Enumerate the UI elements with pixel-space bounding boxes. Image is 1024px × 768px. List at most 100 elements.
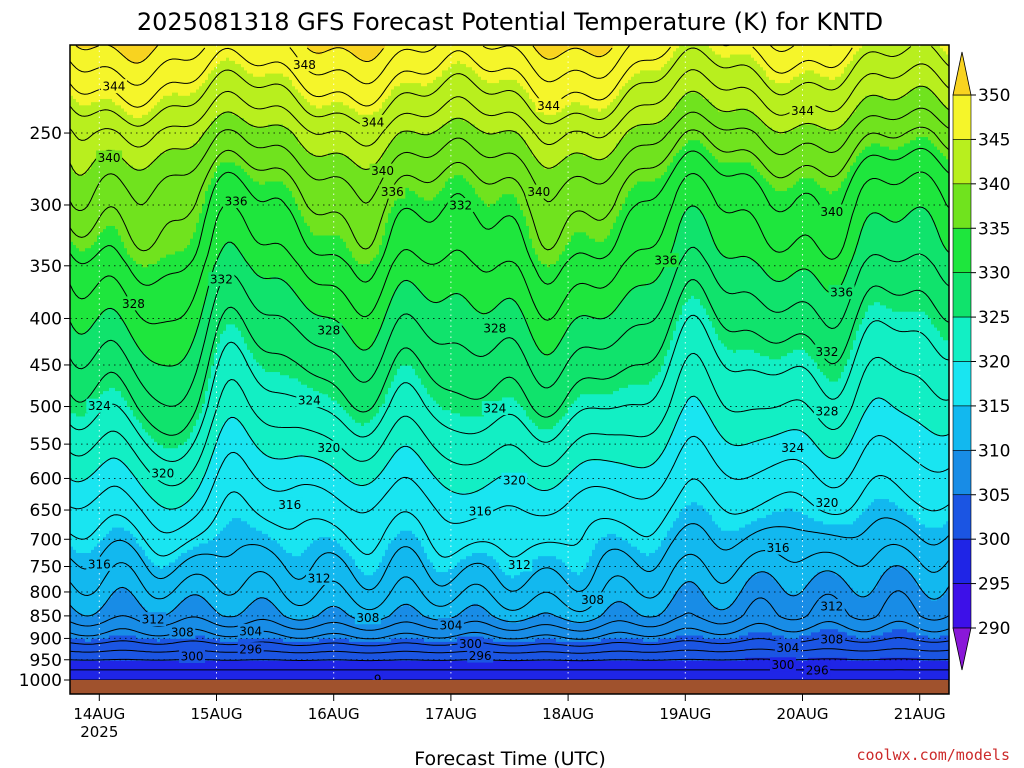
- contour-label-text: 340: [371, 164, 394, 178]
- isentrope-304: [69, 636, 950, 647]
- colorbar-swatch: [952, 94, 972, 140]
- isentrope-340: [69, 85, 950, 176]
- contour-label-text: 324: [88, 399, 111, 413]
- contour-label-text: 336: [225, 195, 248, 209]
- contour-label-bg: [818, 204, 845, 219]
- isentrope-332: [69, 171, 950, 325]
- contour-label-bg: [769, 657, 796, 672]
- contour-label-bg: [525, 184, 552, 199]
- contour-label-bg: [457, 636, 484, 651]
- y-tick-label: 650: [30, 501, 62, 521]
- contour-label-bg: [579, 592, 606, 607]
- contour-label-text: 348: [293, 58, 316, 72]
- contour-label-text: 316: [278, 498, 301, 512]
- y-tick-label: 950: [30, 651, 62, 671]
- contour-label-328: 328: [315, 323, 342, 338]
- contour-label-316: 316: [467, 504, 494, 519]
- colorbar-swatch: [952, 139, 972, 185]
- x-axis-label: Forecast Time (UTC): [414, 748, 605, 768]
- contour-label-340: 340: [369, 163, 396, 178]
- x-tick-label: 17AUG: [425, 705, 477, 723]
- contour-label-text: 324: [483, 402, 506, 416]
- contour-label-316: 316: [86, 556, 113, 571]
- x-tick-label: 14AUG: [73, 705, 125, 723]
- colorbar-label: 320: [978, 353, 1010, 373]
- x-tick-label: 18AUG: [542, 705, 594, 723]
- contour-label-text: 316: [767, 541, 790, 555]
- contour-label-9: 9: [372, 671, 383, 686]
- chart-title: 2025081318 GFS Forecast Potential Temper…: [137, 8, 883, 36]
- contour-label-bg: [354, 610, 381, 625]
- contour-label-bg: [652, 253, 679, 268]
- contour-label-text: 344: [361, 115, 384, 129]
- contour-label-bg: [120, 296, 147, 311]
- colorbar-swatch: [952, 361, 972, 407]
- contour-label-bg: [369, 163, 396, 178]
- contour-label-text: 316: [469, 505, 492, 519]
- colorbar-swatch: [952, 316, 972, 362]
- contour-label-bg: [208, 272, 235, 287]
- contour-label-336: 336: [828, 284, 855, 299]
- contour-label-340: 340: [818, 204, 845, 219]
- contour-label-bg: [481, 401, 508, 416]
- contour-label-text: 324: [298, 394, 321, 408]
- contour-label-text: 340: [527, 185, 550, 199]
- x-tick-label: 21AUG: [894, 705, 946, 723]
- contour-label-bg: [813, 404, 840, 419]
- contour-label-text: 320: [815, 496, 838, 510]
- plot-area: [70, 45, 950, 681]
- contour-label-bg: [506, 557, 533, 572]
- contour-label-bg: [306, 570, 333, 585]
- contour-label-bg: [467, 648, 494, 663]
- colorbar-label: 315: [978, 397, 1010, 417]
- contour-label-308: 308: [169, 624, 196, 639]
- contour-label-296: 296: [467, 648, 494, 663]
- contour-label-text: 324: [781, 441, 804, 455]
- contour-label-328: 328: [813, 404, 840, 419]
- contour-label-bg: [372, 671, 383, 686]
- colorbar-label: 305: [978, 486, 1010, 506]
- contour-label-text: 316: [88, 557, 111, 571]
- contour-label-text: 340: [98, 151, 121, 165]
- isentrope-328: [69, 246, 950, 407]
- isentrope-312: [69, 543, 950, 613]
- colorbar-swatch: [952, 538, 972, 584]
- colorbar-label: 295: [978, 575, 1010, 595]
- contour-label-text: 9: [374, 672, 382, 686]
- contour-label-332: 332: [447, 197, 474, 212]
- contour-label-332: 332: [208, 272, 235, 287]
- colorbar-label: 330: [978, 264, 1010, 284]
- colorbar-max-arrow: [952, 51, 972, 96]
- plot-frame: [69, 44, 950, 695]
- contour-label-bg: [813, 344, 840, 359]
- colorbar-swatch: [952, 227, 972, 273]
- x-tick-label: 19AUG: [659, 705, 711, 723]
- y-tick-label: 600: [30, 469, 62, 489]
- contour-label-text: 312: [142, 613, 165, 627]
- contour-label-328: 328: [481, 321, 508, 336]
- contour-label-text: 308: [171, 625, 194, 639]
- contour-label-text: 312: [820, 600, 843, 614]
- contour-label-text: 328: [317, 324, 340, 338]
- y-tick-label: 500: [30, 398, 62, 418]
- contour-label-text: 336: [381, 185, 404, 199]
- contour-label-344: 344: [359, 114, 386, 129]
- contour-label-312: 312: [818, 599, 845, 614]
- contour-label-text: 312: [508, 558, 531, 572]
- contour-labels: 348 344 344 344 344 340 340 340 340 336 336 336 336 3…: [86, 57, 855, 686]
- contour-label-bg: [765, 540, 792, 555]
- contour-label-text: 344: [102, 80, 125, 94]
- contour-label-324: 324: [86, 398, 113, 413]
- contour-label-316: 316: [765, 540, 792, 555]
- contour-label-text: 304: [776, 641, 799, 655]
- contour-label-bg: [237, 642, 264, 657]
- contour-label-text: 308: [820, 632, 843, 646]
- colorbar-swatch: [952, 494, 972, 540]
- contour-label-text: 308: [356, 611, 379, 625]
- isentrope-350: [75, 44, 613, 64]
- colorbar-label: 310: [978, 441, 1010, 461]
- contour-label-bg: [276, 497, 303, 512]
- contour-label-bg: [789, 103, 816, 118]
- isentrope-318: [69, 434, 950, 534]
